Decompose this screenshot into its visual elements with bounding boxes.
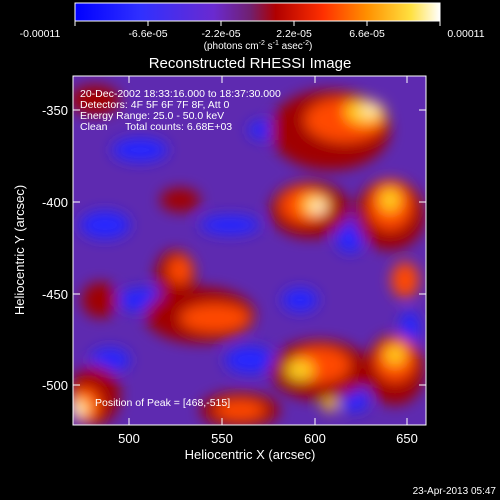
axis-ticks (73, 76, 426, 425)
colorbar-tick-3: 2.2e-05 (276, 28, 312, 40)
colorbar: -0.00011 -6.6e-05 -2.2e-05 2.2e-05 6.6e-… (20, 2, 485, 52)
time-range: 20-Dec-2002 18:33:16.000 to 18:37:30.000 (80, 88, 281, 100)
colorbar-units: (photons cm-2 s-1 asec-2) (204, 40, 313, 52)
colorbar-tick-4: 6.6e-05 (349, 28, 385, 40)
y-tick-label: -450 (42, 287, 68, 302)
y-tick-label: -500 (42, 378, 68, 393)
y-tick-labels: -350 -400 -450 -500 (42, 103, 68, 393)
x-tick-label: 600 (304, 431, 326, 446)
colorbar-tick-5: 0.00011 (447, 28, 484, 40)
info-overlay: 20-Dec-2002 18:33:16.000 to 18:37:30.000… (80, 88, 281, 409)
colorbar-tick-1: -6.6e-05 (128, 28, 167, 40)
x-tick-label: 500 (118, 431, 140, 446)
colorbar-tick-0: -0.00011 (20, 28, 61, 40)
y-axis-label: Heliocentric Y (arcsec) (12, 185, 27, 315)
total-counts: Total counts: 6.68E+03 (125, 121, 232, 133)
detectors-info: Detectors: 4F 5F 6F 7F 8F, Att 0 (80, 99, 230, 111)
peak-position: Position of Peak = [468,-515] (95, 397, 230, 409)
x-tick-label: 550 (211, 431, 233, 446)
clean-label: Clean (80, 121, 108, 133)
colorbar-gradient (74, 2, 441, 22)
y-tick-label: -350 (42, 103, 68, 118)
plot-title: Reconstructed RHESSI Image (149, 55, 352, 72)
energy-range: Energy Range: 25.0 - 50.0 keV (80, 110, 224, 122)
x-tick-label: 650 (396, 431, 418, 446)
plot-frame (72, 75, 427, 426)
x-axis-label: Heliocentric X (arcsec) (185, 447, 316, 462)
footer-timestamp: 23-Apr-2013 05:47 (413, 486, 497, 497)
y-tick-label: -400 (42, 195, 68, 210)
rhessi-image (73, 76, 426, 425)
colorbar-tick-2: -2.2e-05 (201, 28, 240, 40)
x-tick-labels: 500 550 600 650 (118, 431, 418, 446)
